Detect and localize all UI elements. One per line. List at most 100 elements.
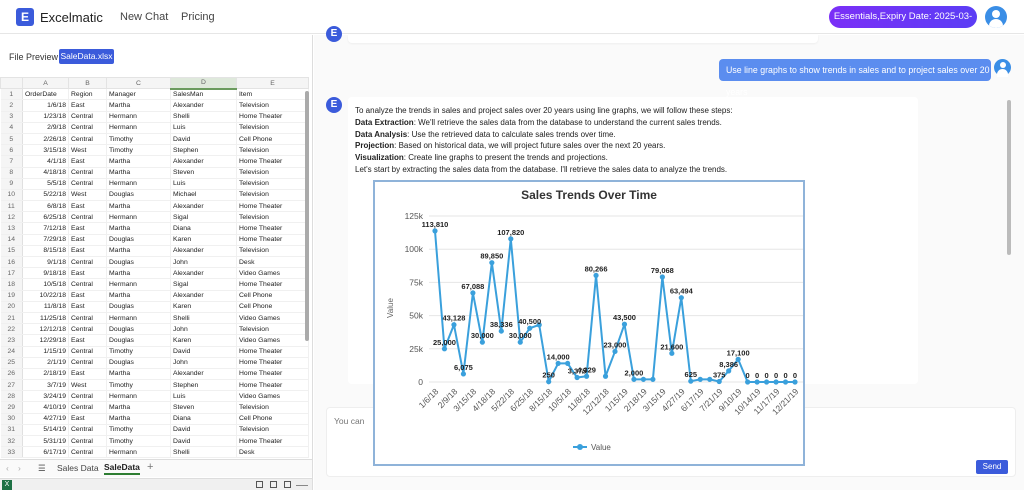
corner-cell[interactable] [0,77,23,90]
cell[interactable]: Shelli [170,312,237,325]
row-number[interactable]: 20 [0,301,23,313]
zoom-slider[interactable] [296,482,324,489]
cell[interactable]: 11/25/18 [22,312,69,325]
table-row[interactable]: 14 7/29/18 East Douglas Karen Home Theater [0,234,309,246]
cell[interactable]: 4/27/19 [22,413,69,425]
cell[interactable]: David [170,435,237,448]
row-number[interactable]: 31 [0,424,23,437]
cell[interactable]: East [68,301,107,313]
data-point[interactable] [460,371,467,377]
row-number[interactable]: 18 [0,278,23,291]
cell[interactable]: Hermann [106,211,171,224]
cell[interactable]: Region [68,88,107,101]
cell[interactable]: 6/8/18 [22,200,69,213]
cell[interactable]: Television [236,401,309,414]
nav-pricing[interactable]: Pricing [181,11,215,23]
cell[interactable]: Video Games [236,334,309,347]
cell[interactable]: Television [236,323,309,336]
column-header[interactable]: C [106,77,171,90]
cell[interactable]: Television [236,178,309,190]
table-row[interactable]: 28 3/24/19 Central Hermann Luis Video Games [0,390,309,403]
data-point[interactable] [527,325,533,331]
data-point[interactable] [498,328,504,334]
cell[interactable]: Luis [170,178,237,190]
cell[interactable]: 1/6/18 [22,99,69,112]
cell[interactable]: 10/22/18 [22,290,69,302]
row-number[interactable]: 30 [0,413,23,425]
table-row[interactable]: 20 11/8/18 East Douglas Karen Cell Phone [0,301,309,313]
view-pagebreak-icon[interactable] [284,481,291,488]
cell[interactable]: Home Theater [236,111,309,123]
user-avatar-icon[interactable] [985,6,1007,28]
cell[interactable]: Hermann [106,312,171,325]
cell[interactable]: 10/5/18 [22,278,69,291]
cell[interactable]: Hermann [106,390,171,403]
column-header[interactable]: E [236,77,309,90]
row-number[interactable]: 4 [0,122,23,134]
data-point[interactable] [546,379,552,385]
cell[interactable]: Shelli [170,446,237,459]
cell[interactable]: 6/17/19 [22,446,69,459]
cell[interactable]: Desk [236,446,309,459]
cell[interactable]: Alexander [170,245,237,258]
cell[interactable]: Karen [170,334,237,347]
cell[interactable]: Central [68,178,107,190]
cell[interactable]: John [170,256,237,269]
cell[interactable]: 1/23/18 [22,111,69,123]
cell[interactable]: Central [68,133,107,146]
cell[interactable]: Central [68,435,107,448]
cell[interactable]: Central [68,211,107,224]
cell[interactable]: Television [236,144,309,157]
cell[interactable]: 2/1/19 [22,357,69,369]
data-point[interactable] [754,379,760,385]
row-number[interactable]: 1 [0,88,23,101]
cell[interactable]: David [170,346,237,358]
table-row[interactable]: 7 4/1/18 East Martha Alexander Home Theater [0,155,309,168]
cell[interactable]: East [68,290,107,302]
data-point[interactable] [555,360,561,367]
cell[interactable]: Desk [236,256,309,269]
row-number[interactable]: 29 [0,401,23,414]
chat-scrollbar[interactable] [1007,100,1011,255]
cell[interactable]: Alexander [170,200,237,213]
cell[interactable]: 3/7/19 [22,379,69,392]
cell[interactable]: Martha [106,413,171,425]
table-row[interactable]: 21 11/25/18 Central Hermann Shelli Video Game… [0,312,309,325]
table-row[interactable]: 5 2/26/18 Central Timothy David Cell Phone [0,133,309,146]
row-number[interactable]: 2 [0,99,23,112]
data-point[interactable] [565,360,571,367]
row-number[interactable]: 19 [0,290,23,302]
cell[interactable]: Central [68,401,107,414]
cell[interactable]: Manager [106,88,171,101]
cell[interactable]: Luis [170,122,237,134]
tab-sales-data[interactable]: Sales Data [57,463,99,473]
cell[interactable]: 11/8/18 [22,301,69,313]
cell[interactable]: West [68,189,107,202]
cell[interactable]: Timothy [106,144,171,157]
table-row[interactable]: 19 10/22/18 East Martha Alexander Cell Phone [0,290,309,302]
row-number[interactable]: 9 [0,178,23,190]
data-point[interactable] [441,346,448,352]
cell[interactable]: 12/12/18 [22,323,69,336]
cell[interactable]: Cell Phone [236,413,309,425]
data-point[interactable] [735,356,741,362]
cell[interactable]: Central [68,390,107,403]
cell[interactable]: Cell Phone [236,290,309,302]
cell[interactable]: Home Theater [236,234,309,246]
file-tab-button[interactable]: SaleData.xlsx [59,49,114,64]
cell[interactable]: Sigal [170,211,237,224]
cell[interactable]: Central [68,122,107,134]
data-point[interactable] [479,339,485,345]
cell[interactable]: Martha [106,222,171,235]
cell[interactable]: Video Games [236,267,309,280]
data-point[interactable] [536,322,542,328]
nav-new-chat[interactable]: New Chat [120,11,169,23]
cell[interactable]: Douglas [106,256,171,269]
cell[interactable]: 2/9/18 [22,122,69,134]
spreadsheet-grid[interactable]: A B C D E 1 OrderDate Region Manager SalesMan Item… [0,77,310,490]
cell[interactable]: Stephen [170,144,237,157]
cell[interactable]: Timothy [106,424,171,437]
cell[interactable]: Central [68,346,107,358]
data-point[interactable] [612,348,618,355]
row-number[interactable]: 22 [0,323,23,336]
